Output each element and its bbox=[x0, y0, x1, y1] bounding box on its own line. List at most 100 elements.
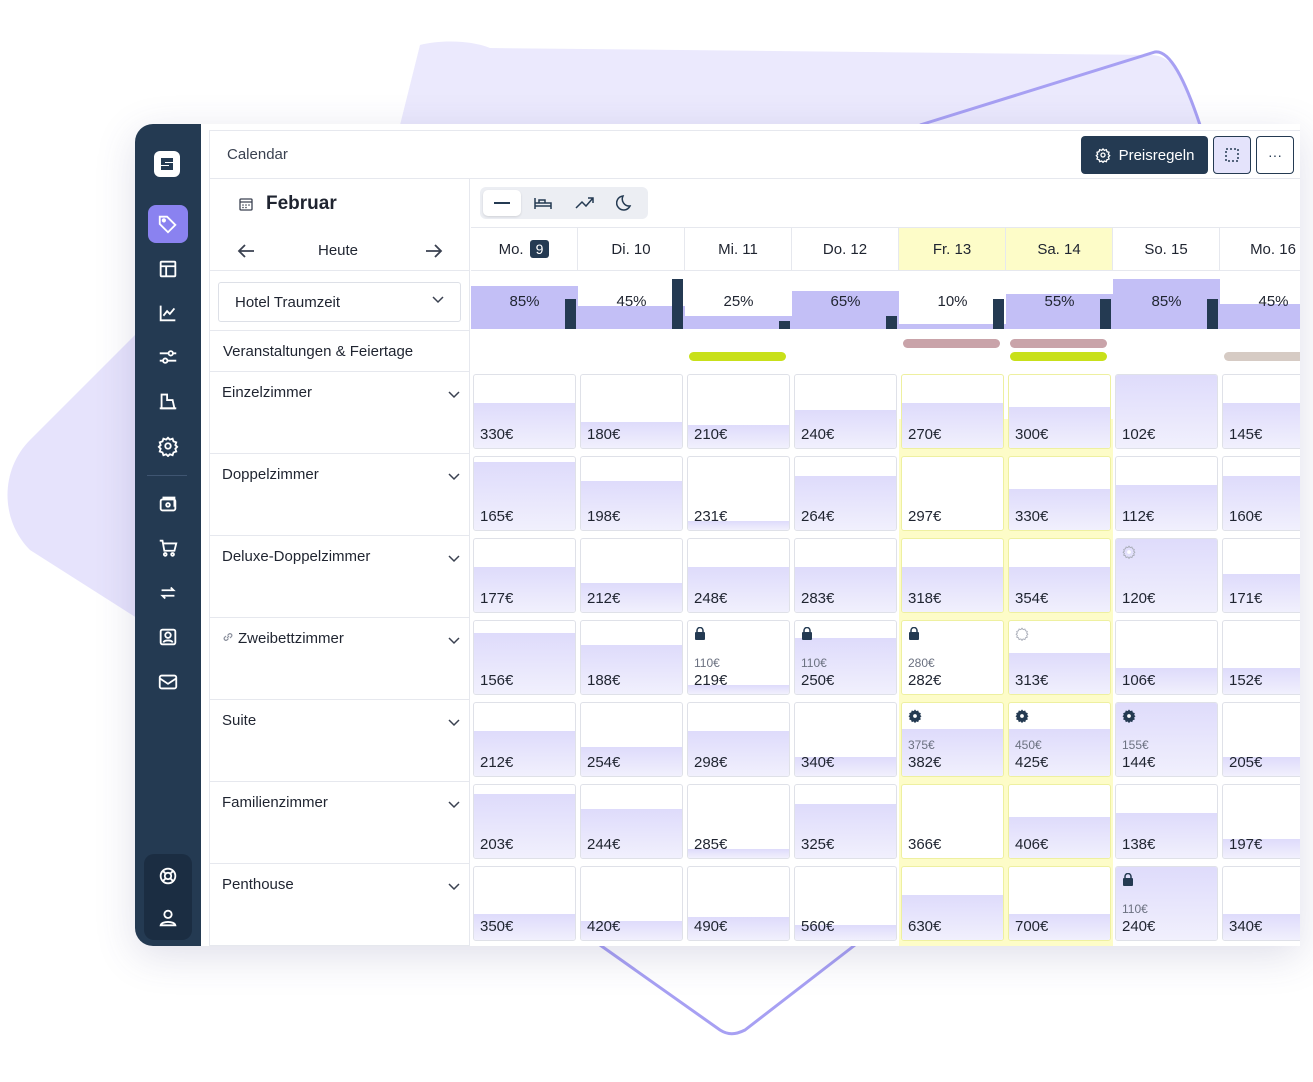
price-cell[interactable]: 297€ bbox=[901, 456, 1004, 531]
cart-icon[interactable] bbox=[148, 529, 188, 567]
day-header[interactable]: Sa. 14 bbox=[1006, 227, 1113, 271]
price-cell[interactable]: 325€ bbox=[794, 784, 897, 859]
tab-rooms[interactable] bbox=[524, 190, 562, 216]
chevron-down-icon[interactable] bbox=[448, 386, 460, 404]
chevron-down-icon[interactable] bbox=[448, 468, 460, 486]
room-row-label[interactable]: Deluxe-Doppelzimmer bbox=[210, 536, 470, 618]
price-cell[interactable]: 375€ 382€ bbox=[901, 702, 1004, 777]
price-cell[interactable]: 420€ bbox=[580, 866, 683, 941]
price-cell[interactable]: 450€ 425€ bbox=[1008, 702, 1111, 777]
room-row-label[interactable]: Familienzimmer bbox=[210, 782, 470, 864]
day-header[interactable]: Mo. 9 bbox=[471, 227, 578, 271]
day-header[interactable]: Mo. 16 bbox=[1220, 227, 1300, 271]
logo-icon[interactable] bbox=[154, 151, 180, 177]
price-cell[interactable]: 490€ bbox=[687, 866, 790, 941]
layout-icon[interactable] bbox=[148, 250, 188, 288]
pricing-rules-button[interactable]: Preisregeln bbox=[1081, 136, 1208, 174]
price-cell[interactable]: 120€ bbox=[1115, 538, 1218, 613]
help-icon[interactable] bbox=[148, 857, 188, 895]
tab-minimal[interactable] bbox=[483, 190, 521, 216]
room-row-label[interactable]: Einzelzimmer bbox=[210, 372, 470, 454]
day-header[interactable]: So. 15 bbox=[1113, 227, 1220, 271]
price-cell[interactable]: 283€ bbox=[794, 538, 897, 613]
tab-trends[interactable] bbox=[566, 190, 604, 216]
wallet-icon[interactable] bbox=[148, 485, 188, 523]
price-cell[interactable]: 156€ bbox=[473, 620, 576, 695]
price-cell[interactable]: 180€ bbox=[580, 374, 683, 449]
price-cell[interactable]: 300€ bbox=[1008, 374, 1111, 449]
day-header[interactable]: Mi. 11 bbox=[685, 227, 792, 271]
price-cell[interactable]: 354€ bbox=[1008, 538, 1111, 613]
sliders-icon[interactable] bbox=[148, 338, 188, 376]
price-cell[interactable]: 198€ bbox=[580, 456, 683, 531]
building-icon[interactable] bbox=[148, 382, 188, 420]
price-cell[interactable]: 112€ bbox=[1115, 456, 1218, 531]
price-cell[interactable]: 270€ bbox=[901, 374, 1004, 449]
price-cell[interactable]: 254€ bbox=[580, 702, 683, 777]
arrow-right-icon[interactable] bbox=[422, 241, 446, 261]
user-icon[interactable] bbox=[148, 899, 188, 937]
contact-icon[interactable] bbox=[148, 618, 188, 656]
price-cell[interactable]: 560€ bbox=[794, 866, 897, 941]
sync-icon[interactable] bbox=[148, 574, 188, 612]
price-cell[interactable]: 188€ bbox=[580, 620, 683, 695]
price-cell[interactable]: 340€ bbox=[1222, 866, 1300, 941]
price-cell[interactable]: 264€ bbox=[794, 456, 897, 531]
event-pill[interactable] bbox=[1010, 339, 1107, 348]
price-cell[interactable]: 197€ bbox=[1222, 784, 1300, 859]
price-cell[interactable]: 406€ bbox=[1008, 784, 1111, 859]
price-cell[interactable]: 630€ bbox=[901, 866, 1004, 941]
price-cell[interactable]: 110€ 240€ bbox=[1115, 866, 1218, 941]
price-cell[interactable]: 106€ bbox=[1115, 620, 1218, 695]
day-header[interactable]: Fr. 13 bbox=[899, 227, 1006, 271]
price-cell[interactable]: 330€ bbox=[473, 374, 576, 449]
price-cell[interactable]: 231€ bbox=[687, 456, 790, 531]
mail-icon[interactable] bbox=[148, 663, 188, 701]
event-pill[interactable] bbox=[689, 352, 786, 361]
price-cell[interactable]: 700€ bbox=[1008, 866, 1111, 941]
price-cell[interactable]: 138€ bbox=[1115, 784, 1218, 859]
today-button[interactable]: Heute bbox=[318, 242, 359, 259]
room-row-label[interactable]: Suite bbox=[210, 700, 470, 782]
price-cell[interactable]: 212€ bbox=[473, 702, 576, 777]
price-cell[interactable]: 366€ bbox=[901, 784, 1004, 859]
price-cell[interactable]: 160€ bbox=[1222, 456, 1300, 531]
price-cell[interactable]: 205€ bbox=[1222, 702, 1300, 777]
price-cell[interactable]: 285€ bbox=[687, 784, 790, 859]
price-cell[interactable]: 340€ bbox=[794, 702, 897, 777]
chevron-down-icon[interactable] bbox=[448, 796, 460, 814]
price-cell[interactable]: 313€ bbox=[1008, 620, 1111, 695]
price-cell[interactable]: 203€ bbox=[473, 784, 576, 859]
tab-night[interactable] bbox=[606, 190, 644, 216]
price-cell[interactable]: 210€ bbox=[687, 374, 790, 449]
settings-icon[interactable] bbox=[148, 427, 188, 465]
price-cell[interactable]: 318€ bbox=[901, 538, 1004, 613]
chevron-down-icon[interactable] bbox=[448, 632, 460, 650]
more-button[interactable]: ··· bbox=[1256, 136, 1294, 174]
day-header[interactable]: Di. 10 bbox=[578, 227, 685, 271]
price-cell[interactable]: 350€ bbox=[473, 866, 576, 941]
price-cell[interactable]: 298€ bbox=[687, 702, 790, 777]
price-cell[interactable]: 102€ bbox=[1115, 374, 1218, 449]
price-cell[interactable]: 155€ 144€ bbox=[1115, 702, 1218, 777]
chevron-down-icon[interactable] bbox=[448, 714, 460, 732]
chart-icon[interactable] bbox=[148, 294, 188, 332]
room-row-label[interactable]: Zweibettzimmer bbox=[210, 618, 470, 700]
room-row-label[interactable]: Penthouse bbox=[210, 864, 470, 946]
price-cell[interactable]: 280€ 282€ bbox=[901, 620, 1004, 695]
chevron-down-icon[interactable] bbox=[448, 550, 460, 568]
tag-icon[interactable] bbox=[148, 205, 188, 243]
price-cell[interactable]: 177€ bbox=[473, 538, 576, 613]
price-cell[interactable]: 248€ bbox=[687, 538, 790, 613]
price-cell[interactable]: 330€ bbox=[1008, 456, 1111, 531]
price-cell[interactable]: 165€ bbox=[473, 456, 576, 531]
room-row-label[interactable]: Doppelzimmer bbox=[210, 454, 470, 536]
price-cell[interactable]: 240€ bbox=[794, 374, 897, 449]
price-cell[interactable]: 110€ 219€ bbox=[687, 620, 790, 695]
price-cell[interactable]: 110€ 250€ bbox=[794, 620, 897, 695]
price-cell[interactable]: 212€ bbox=[580, 538, 683, 613]
price-cell[interactable]: 171€ bbox=[1222, 538, 1300, 613]
hotel-select[interactable]: Hotel Traumzeit bbox=[218, 282, 461, 322]
event-pill[interactable] bbox=[903, 339, 1000, 348]
day-header[interactable]: Do. 12 bbox=[792, 227, 899, 271]
